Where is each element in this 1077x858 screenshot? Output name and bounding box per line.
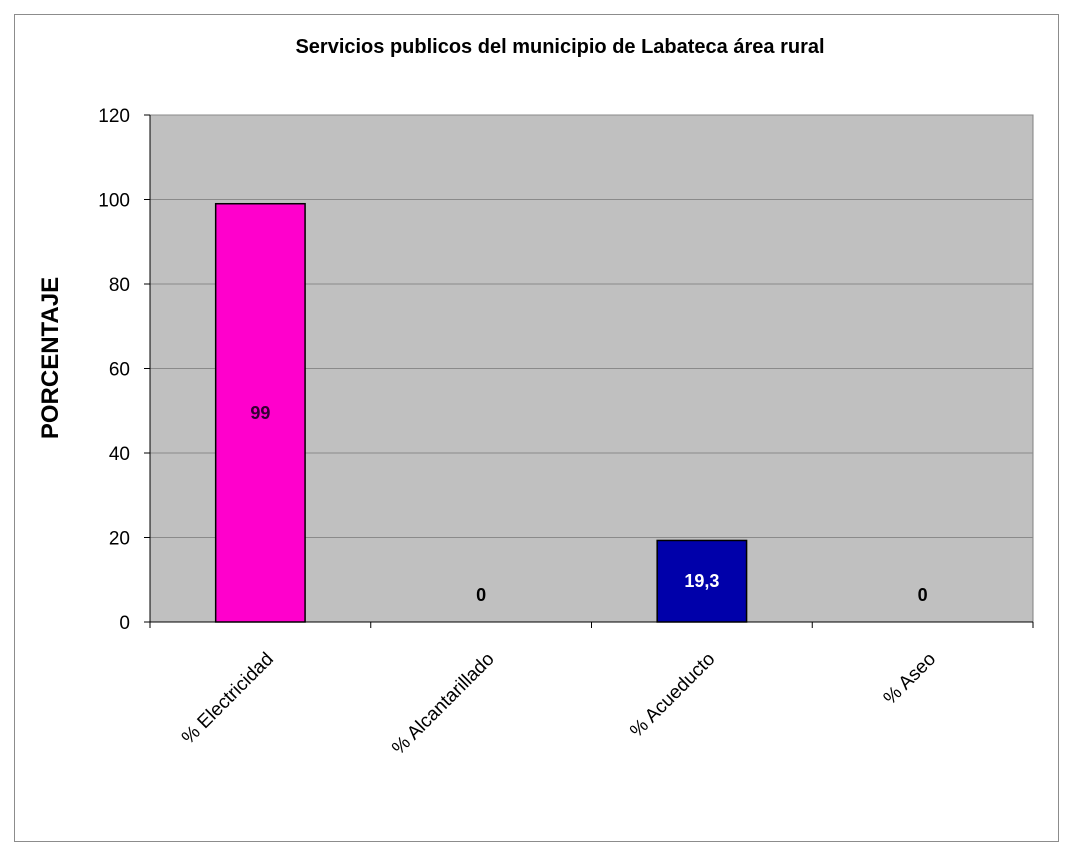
y-tick-label: 20 <box>109 529 130 550</box>
data-label: 0 <box>918 585 928 605</box>
data-label: 99 <box>250 403 270 423</box>
bars <box>214 202 748 623</box>
y-tick-label: 100 <box>98 191 130 212</box>
data-label: 0 <box>476 585 486 605</box>
category-label: % Acueducto <box>626 649 719 742</box>
y-tick-label: 120 <box>98 106 130 127</box>
y-tick-label: 0 <box>119 613 130 634</box>
bar <box>214 202 306 623</box>
chart-title: Servicios publicos del municipio de Laba… <box>295 36 824 58</box>
y-tick-label: 80 <box>109 275 130 296</box>
y-tick-label: 60 <box>109 360 130 381</box>
data-labels: 99 0 19,3 0 <box>250 403 927 605</box>
y-axis-ticks: 0 20 40 60 80 100 120 <box>98 106 151 634</box>
y-tick-label: 40 <box>109 444 130 465</box>
data-label: 19,3 <box>684 571 719 591</box>
category-labels: % Electricidad % Alcantarillado % Acueduct… <box>178 649 940 759</box>
bar <box>656 539 748 623</box>
category-label: % Alcantarillado <box>388 649 498 759</box>
y-axis-label: PORCENTAJE <box>37 277 64 439</box>
x-axis-ticks <box>149 621 1034 628</box>
category-label: % Electricidad <box>178 649 278 749</box>
category-label: % Aseo <box>880 649 940 709</box>
